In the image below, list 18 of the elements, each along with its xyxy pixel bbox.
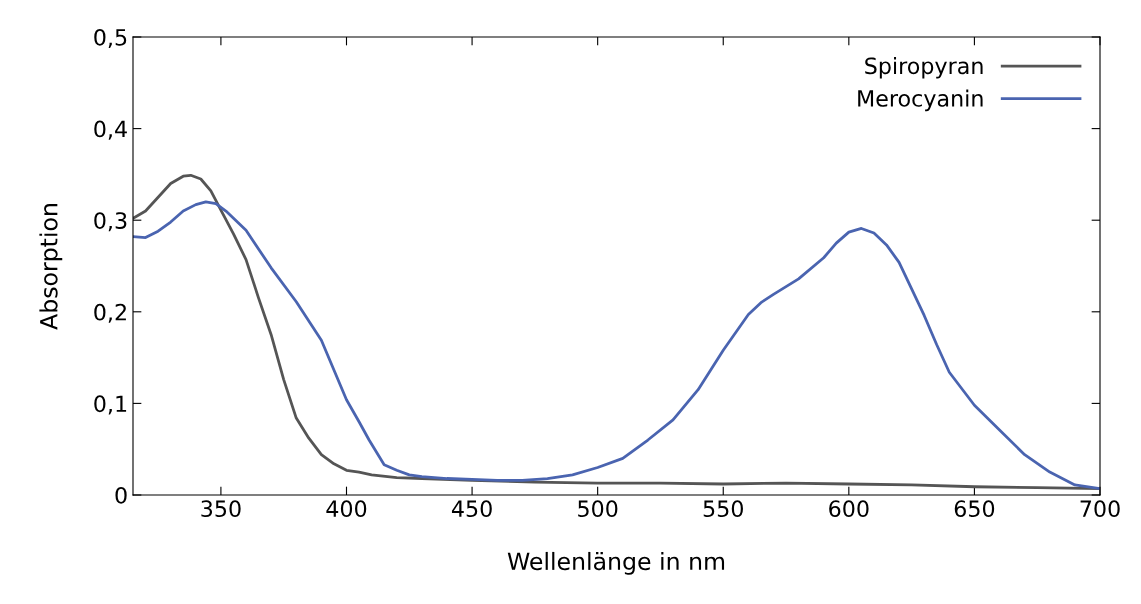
x-tick-label: 550 xyxy=(703,500,743,518)
x-tick-label: 350 xyxy=(201,500,241,518)
x-tick-label: 600 xyxy=(829,500,869,518)
x-tick-label: 400 xyxy=(326,500,367,518)
x-tick-label: 500 xyxy=(578,500,618,518)
y-tick-label: 0,1 xyxy=(94,395,127,415)
y-tick-label: 0,2 xyxy=(94,303,126,323)
y-tick-label: 0,4 xyxy=(94,120,127,140)
legend-label: Spiropyran xyxy=(865,57,983,79)
y-axis-title: Absorption xyxy=(39,204,63,330)
y-tick-label: 0,5 xyxy=(94,28,127,49)
x-tick-label: 650 xyxy=(954,500,995,518)
y-tick-label: 0,3 xyxy=(94,212,127,232)
x-tick-label: 450 xyxy=(451,500,492,518)
y-tick-label: 0 xyxy=(115,486,127,504)
x-axis-title: Wellenlänge in nm xyxy=(507,551,725,575)
legend-label: Merocyanin xyxy=(858,89,983,112)
x-tick-label: 700 xyxy=(1080,500,1120,518)
